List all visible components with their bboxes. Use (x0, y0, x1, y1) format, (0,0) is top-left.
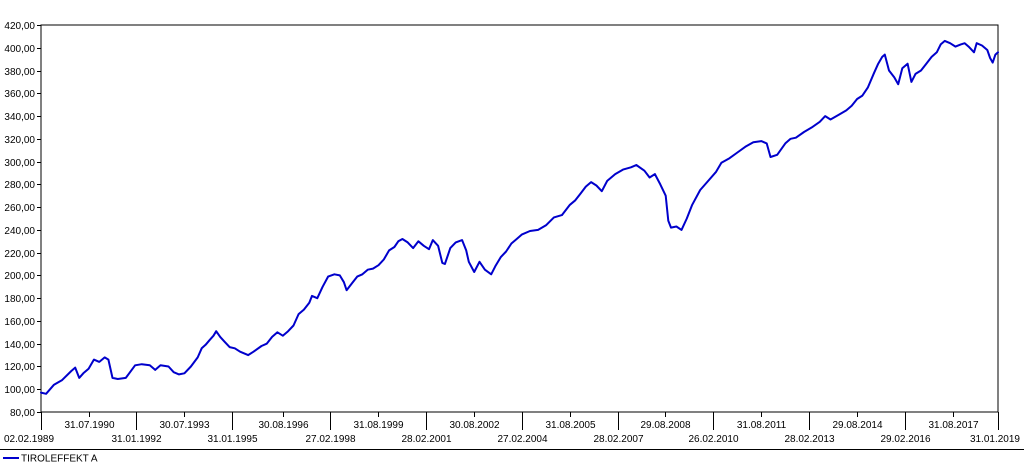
plot-frame (40, 24, 999, 413)
x-axis: 31.07.1990 30.07.1993 30.08.1996 31.08.1999… (4, 412, 1020, 445)
y-tick-label: 80,00 (10, 408, 35, 419)
y-tick-label: 200,00 (4, 271, 35, 282)
x-tick-label: 27.02.2004 (497, 434, 547, 445)
x-tick-label: 28.02.2007 (593, 434, 643, 445)
series-layer (40, 39, 999, 395)
x-tick-label: 29.08.2008 (640, 420, 690, 431)
x-tick-label: 30.08.2002 (449, 420, 499, 431)
y-tick-label: 340,00 (4, 112, 35, 123)
y-tick-label: 300,00 (4, 158, 35, 169)
y-tick-label: 320,00 (4, 135, 35, 146)
y-tick-label: 260,00 (4, 203, 35, 214)
y-axis: 80,00 100,00 120,00 140,00 160,00 180,00 200,0… (4, 21, 41, 419)
series-line-0 (40, 39, 999, 395)
y-tick-label: 240,00 (4, 226, 35, 237)
x-tick-label: 27.02.1998 (305, 434, 355, 445)
y-tick-label: 180,00 (4, 294, 35, 305)
y-tick-label: 160,00 (4, 317, 35, 328)
x-tick-label: 30.07.1993 (159, 420, 209, 431)
x-tick-label: 02.02.1989 (4, 434, 54, 445)
legend-label: TIROLEFFEKT A (21, 454, 98, 465)
y-tick-label: 360,00 (4, 89, 35, 100)
x-tick-label: 30.08.1996 (258, 420, 308, 431)
x-tick-label: 31.01.1995 (207, 434, 257, 445)
y-tick-label: 280,00 (4, 180, 35, 191)
y-tick-label: 380,00 (4, 67, 35, 78)
x-tick-label: 28.02.2013 (784, 434, 834, 445)
x-tick-label: 29.02.2016 (880, 434, 930, 445)
x-tick-label: 31.08.2017 (928, 420, 978, 431)
x-tick-label: 28.02.2001 (401, 434, 451, 445)
x-tick-label: 31.01.1992 (111, 434, 161, 445)
x-tick-label: 31.08.1999 (353, 420, 403, 431)
y-tick-label: 100,00 (4, 385, 35, 396)
x-tick-label: 31.01.2019 (970, 434, 1020, 445)
x-tick-label: 26.02.2010 (688, 434, 738, 445)
y-tick-label: 420,00 (4, 21, 35, 32)
x-tick-label: 31.08.2005 (545, 420, 595, 431)
x-tick-label: 31.07.1990 (64, 420, 114, 431)
legend: TIROLEFFEKT A (0, 449, 1024, 465)
x-tick-label: 29.08.2014 (832, 420, 882, 431)
y-tick-label: 400,00 (4, 44, 35, 55)
y-tick-label: 220,00 (4, 249, 35, 260)
y-tick-label: 120,00 (4, 362, 35, 373)
y-tick-label: 140,00 (4, 340, 35, 351)
plot-area (40, 24, 999, 413)
x-tick-label: 31.08.2011 (737, 420, 787, 431)
